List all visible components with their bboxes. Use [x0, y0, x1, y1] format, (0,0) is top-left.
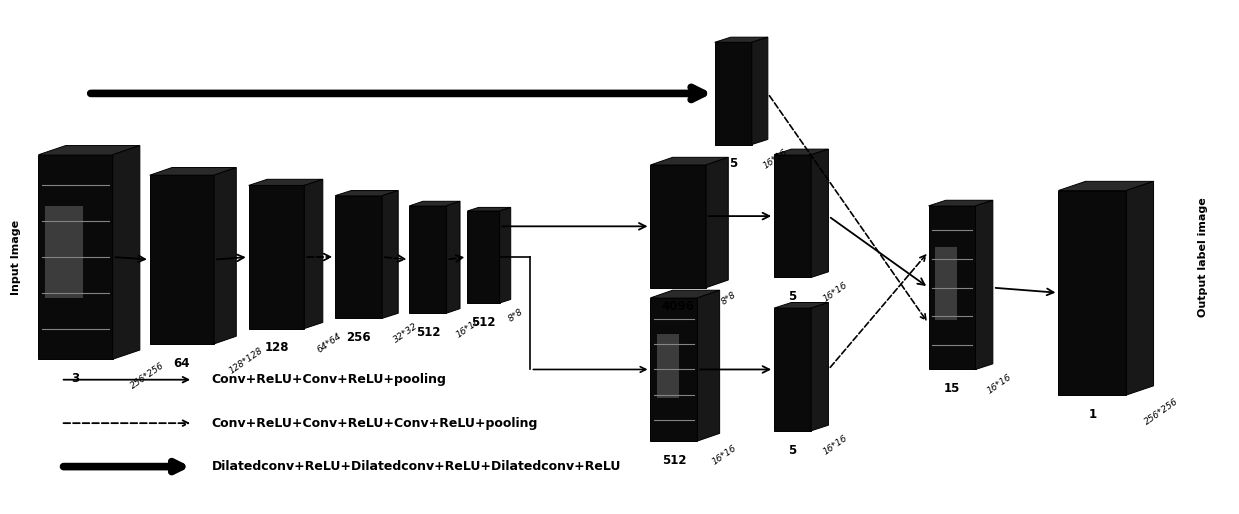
Text: Input Image: Input Image: [11, 219, 21, 295]
Polygon shape: [150, 168, 237, 175]
Polygon shape: [774, 155, 812, 278]
Polygon shape: [706, 157, 729, 288]
Polygon shape: [650, 290, 720, 298]
Polygon shape: [715, 42, 752, 144]
Polygon shape: [249, 186, 305, 328]
Text: 15: 15: [944, 382, 960, 395]
Text: 16*16: 16*16: [711, 443, 738, 466]
Polygon shape: [975, 200, 992, 370]
Polygon shape: [774, 149, 829, 155]
Polygon shape: [214, 168, 237, 344]
Polygon shape: [446, 201, 460, 313]
Text: 128: 128: [264, 341, 289, 354]
Polygon shape: [499, 208, 510, 303]
Polygon shape: [812, 303, 829, 431]
Polygon shape: [1058, 191, 1126, 395]
Text: 5: 5: [788, 444, 797, 456]
Text: 256*256: 256*256: [1142, 396, 1180, 426]
Polygon shape: [45, 206, 83, 298]
Text: 32*32: 32*32: [392, 321, 420, 344]
Polygon shape: [38, 155, 113, 359]
Text: 5: 5: [729, 157, 737, 170]
Text: 256*256: 256*256: [129, 361, 166, 391]
Text: 8*8: 8*8: [507, 307, 524, 323]
Polygon shape: [657, 334, 679, 398]
Polygon shape: [774, 308, 812, 431]
Text: 4096: 4096: [662, 301, 695, 314]
Text: Dilatedconv+ReLU+Dilatedconv+ReLU+Dilatedconv+ReLU: Dilatedconv+ReLU+Dilatedconv+ReLU+Dilate…: [212, 460, 621, 473]
Polygon shape: [774, 303, 829, 308]
Text: Output label image: Output label image: [1198, 197, 1208, 317]
Polygon shape: [650, 157, 729, 165]
Polygon shape: [113, 145, 140, 359]
Polygon shape: [1058, 181, 1154, 191]
Text: 256: 256: [347, 331, 370, 344]
Polygon shape: [1126, 181, 1154, 395]
Text: 3: 3: [72, 372, 79, 385]
Text: 512: 512: [471, 316, 496, 329]
Text: Conv+ReLU+Conv+ReLU+pooling: Conv+ReLU+Conv+ReLU+pooling: [212, 373, 446, 386]
Polygon shape: [382, 191, 398, 318]
Text: 128*128: 128*128: [228, 346, 264, 376]
Text: 16*16: 16*16: [821, 280, 849, 303]
Polygon shape: [934, 247, 957, 320]
Polygon shape: [467, 208, 510, 211]
Polygon shape: [409, 201, 460, 206]
Text: Conv+ReLU+Conv+ReLU+Conv+ReLU+pooling: Conv+ReLU+Conv+ReLU+Conv+ReLU+pooling: [212, 417, 538, 430]
Text: 16*16: 16*16: [986, 372, 1014, 395]
Polygon shape: [150, 175, 214, 344]
Text: 512: 512: [662, 454, 686, 467]
Text: 8*8: 8*8: [720, 290, 737, 306]
Text: 16*16: 16*16: [455, 317, 482, 340]
Text: 64: 64: [173, 357, 190, 370]
Polygon shape: [928, 206, 975, 370]
Polygon shape: [305, 179, 323, 328]
Text: 512: 512: [415, 326, 440, 339]
Polygon shape: [928, 200, 992, 206]
Polygon shape: [409, 206, 446, 313]
Polygon shape: [249, 179, 323, 186]
Text: 16*16: 16*16: [762, 148, 789, 171]
Polygon shape: [715, 37, 768, 42]
Polygon shape: [650, 298, 698, 441]
Text: 1: 1: [1088, 408, 1097, 421]
Polygon shape: [812, 149, 829, 278]
Text: 5: 5: [788, 290, 797, 303]
Polygon shape: [38, 145, 140, 155]
Polygon shape: [752, 37, 768, 144]
Polygon shape: [650, 165, 706, 288]
Polygon shape: [336, 191, 398, 196]
Polygon shape: [467, 211, 499, 303]
Polygon shape: [698, 290, 720, 441]
Text: 16*16: 16*16: [821, 434, 849, 457]
Text: 64*64: 64*64: [316, 331, 343, 354]
Polygon shape: [336, 196, 382, 318]
